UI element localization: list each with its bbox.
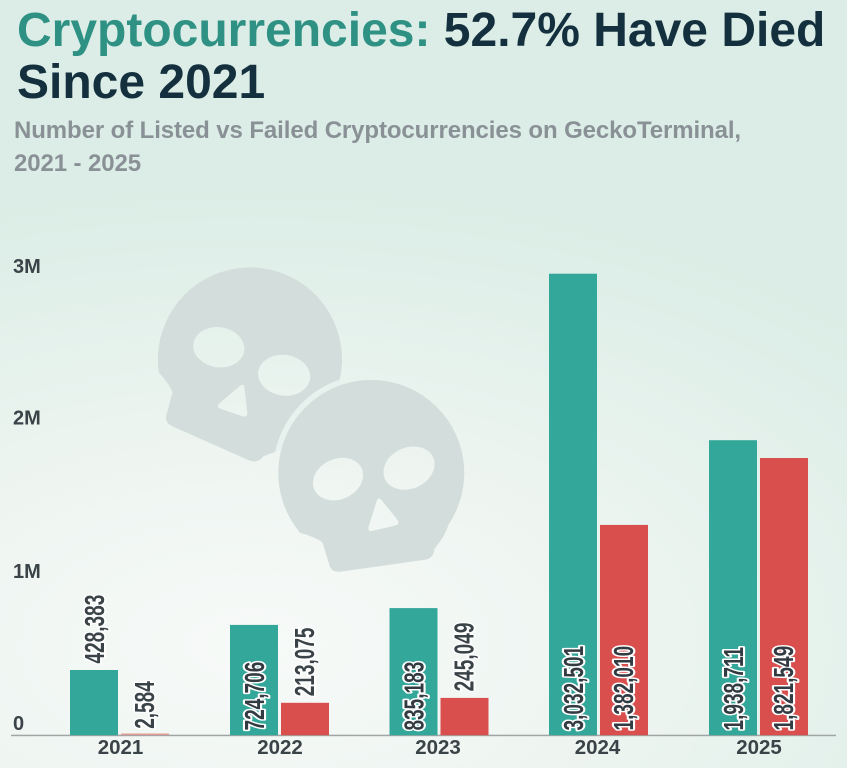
svg-text:1,938,711: 1,938,711 [718,647,750,731]
svg-text:2022: 2022 [257,736,303,759]
svg-text:2021: 2021 [98,736,144,759]
svg-text:428,383: 428,383 [79,595,111,664]
svg-text:1,821,549: 1,821,549 [768,646,800,731]
svg-text:1,382,010: 1,382,010 [608,646,640,731]
svg-text:2025: 2025 [736,736,782,759]
svg-text:1M: 1M [13,561,41,583]
svg-text:724,706: 724,706 [239,662,271,731]
svg-text:835,183: 835,183 [399,662,431,731]
svg-text:3,032,501: 3,032,501 [558,646,590,731]
svg-text:2024: 2024 [575,736,621,759]
svg-text:2,584: 2,584 [129,681,161,729]
svg-text:245,049: 245,049 [449,623,481,692]
svg-text:2023: 2023 [415,736,461,759]
svg-text:3M: 3M [13,256,41,278]
svg-text:2M: 2M [13,408,41,430]
svg-text:213,075: 213,075 [289,627,321,696]
svg-text:0: 0 [13,713,24,735]
